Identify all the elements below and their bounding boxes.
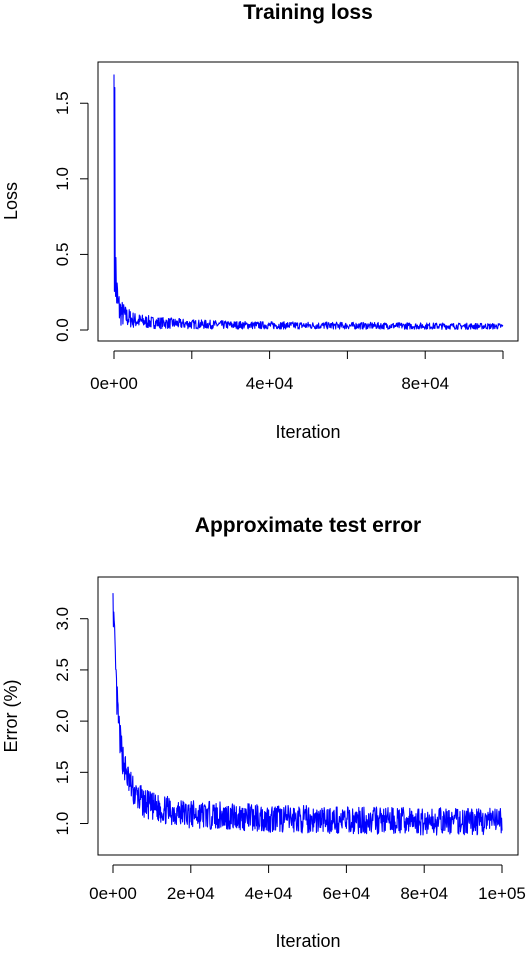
x-tick-label: 1e+05 — [478, 884, 526, 903]
x-tick-label: 4e+04 — [246, 374, 294, 393]
y-tick-label: 2.5 — [53, 658, 72, 682]
y-tick-label: 0.0 — [53, 318, 72, 342]
y-tick-label: 1.0 — [53, 812, 72, 836]
chart-title: Training loss — [243, 1, 373, 24]
y-tick-label: 1.5 — [53, 760, 72, 784]
x-axis: 0e+00 4e+04 8e+04 — [90, 350, 504, 393]
plot-frame — [97, 576, 519, 856]
series-line — [112, 593, 503, 836]
error-series — [112, 593, 503, 836]
loss-series — [113, 74, 504, 330]
x-tick-label: 8e+04 — [401, 374, 449, 393]
x-axis-label: Iteration — [275, 422, 340, 442]
plot-frame — [97, 61, 519, 342]
series-line — [113, 74, 504, 330]
y-tick-label: 1.5 — [53, 91, 72, 115]
y-tick-label: 0.5 — [53, 243, 72, 267]
x-tick-label: 8e+04 — [400, 884, 448, 903]
x-tick-label: 4e+04 — [245, 884, 293, 903]
x-tick-label: 0e+00 — [90, 374, 138, 393]
y-axis-label: Error (%) — [1, 680, 21, 753]
training-loss-chart: Training loss 0e+00 4e+04 8e+04 0.0 0.5 1.0 1… — [1, 1, 519, 442]
y-axis: 0.0 0.5 1.0 1.5 — [53, 91, 89, 342]
test-error-chart: Approximate test error 0e+00 2e+04 4e+04 6e… — [1, 514, 526, 951]
x-tick-label: 0e+00 — [89, 884, 137, 903]
x-axis-label: Iteration — [275, 931, 340, 951]
y-tick-label: 2.0 — [53, 709, 72, 733]
y-axis-label: Loss — [1, 182, 21, 220]
y-tick-label: 1.0 — [53, 167, 72, 191]
x-tick-label: 2e+04 — [167, 884, 215, 903]
chart-title: Approximate test error — [195, 514, 421, 537]
x-axis: 0e+00 2e+04 4e+04 6e+04 8e+04 1e+05 — [89, 864, 526, 903]
y-tick-label: 3.0 — [53, 607, 72, 631]
x-tick-label: 6e+04 — [323, 884, 371, 903]
y-axis: 1.0 1.5 2.0 2.5 3.0 — [53, 607, 89, 836]
